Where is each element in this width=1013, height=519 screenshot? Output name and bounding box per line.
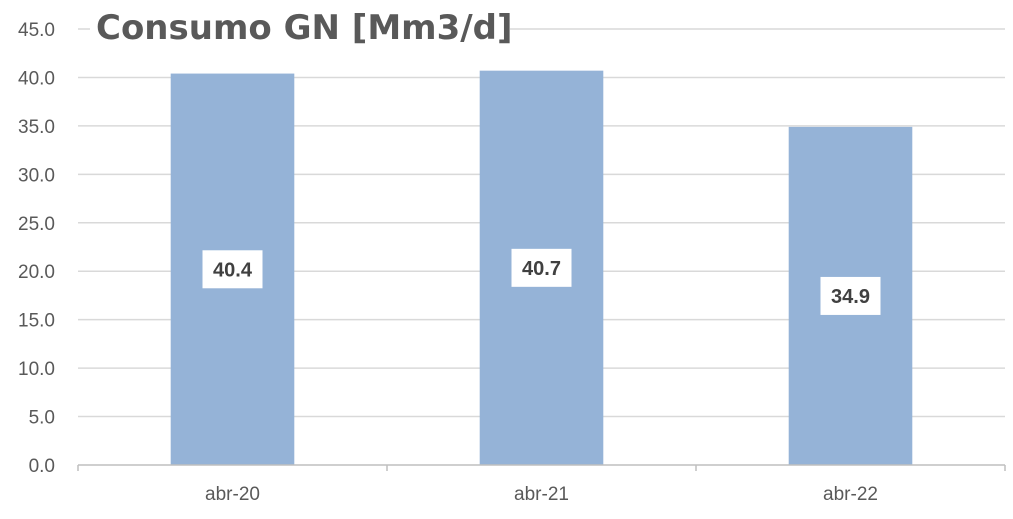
data-label: 40.4	[213, 259, 253, 281]
x-axis-ticks: abr-20 abr-21 abr-22	[205, 484, 878, 505]
y-tick-label: 30.0	[18, 165, 55, 186]
data-label-background	[511, 248, 572, 287]
y-tick-label: 25.0	[18, 214, 55, 235]
axes	[77, 464, 1006, 471]
chart-title-background	[90, 2, 510, 50]
chart-title: Consumo GN [Mm3/d]	[96, 8, 513, 48]
y-tick-label: 10.0	[18, 359, 55, 380]
y-tick-label: 20.0	[18, 262, 55, 283]
data-label-background	[202, 250, 263, 289]
y-tick-label: 40.0	[18, 68, 55, 89]
data-label: 40.7	[522, 258, 561, 280]
data-labels: 40.4 40.7 34.9	[202, 248, 881, 315]
y-tick-label: 35.0	[18, 117, 55, 138]
data-label-background	[820, 276, 881, 315]
y-tick-label: 45.0	[18, 20, 55, 41]
x-tick-label: abr-21	[514, 484, 569, 505]
y-tick-label: 0.0	[29, 456, 55, 477]
data-label: 34.9	[831, 286, 870, 308]
y-axis-ticks: 0.0 5.0 10.0 15.0 20.0 25.0 30.0 35.0 40.0 45.0	[18, 20, 55, 477]
y-tick-label: 15.0	[18, 311, 55, 332]
y-tick-label: 5.0	[29, 408, 55, 429]
x-tick-label: abr-20	[205, 484, 260, 505]
x-tick-label: abr-22	[823, 484, 878, 505]
